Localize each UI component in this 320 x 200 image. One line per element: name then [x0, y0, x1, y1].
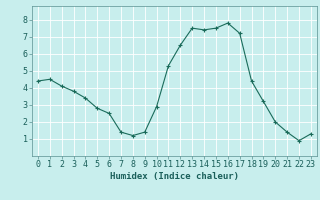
X-axis label: Humidex (Indice chaleur): Humidex (Indice chaleur): [110, 172, 239, 181]
